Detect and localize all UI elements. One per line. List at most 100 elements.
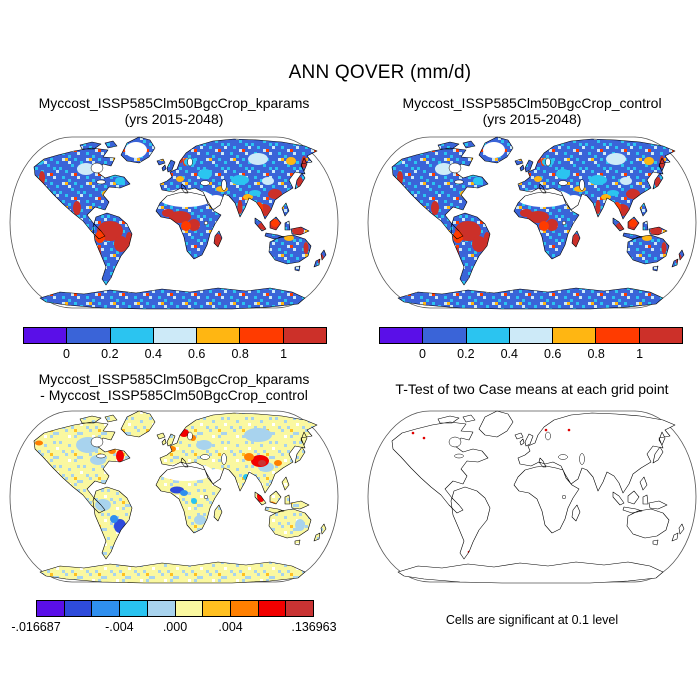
colorbar-cell: [36, 600, 65, 617]
colorbar-tick-label: 0.6: [188, 347, 206, 361]
field-patch: [169, 211, 191, 223]
field-patch: [244, 428, 272, 442]
colorbar-cell: [257, 600, 287, 617]
colorbar-tick-label: 0: [62, 347, 70, 361]
colorbar-tick-label: 0.2: [101, 347, 119, 361]
colorbar-cell: [282, 327, 327, 344]
field-patch: [295, 519, 305, 531]
colorbar-tick-label: 0.4: [144, 347, 162, 361]
field-patch: [472, 236, 486, 252]
colorbar-tick-label: -.004: [105, 620, 134, 634]
field-patch: [483, 142, 505, 158]
colorbar-tick-label: .000: [162, 620, 188, 634]
colorbar-cell: [66, 327, 111, 344]
field-patch: [125, 142, 147, 158]
panel-title-top-right-line2: (yrs 2015-2048): [482, 111, 582, 127]
land-fill: [34, 411, 326, 583]
colorbar-cell: [595, 327, 640, 344]
colorbar-cells: [23, 327, 327, 344]
colorbar-tick-label: 0.4: [500, 347, 518, 361]
colorbar-cell: [91, 600, 121, 617]
colorbar-tick-label: 0.8: [587, 347, 605, 361]
field-patch: [244, 453, 254, 461]
field-patch: [196, 440, 212, 450]
field-patch: [595, 200, 601, 214]
field-patch: [159, 189, 213, 207]
field-patch: [471, 436, 475, 440]
field-patch: [284, 235, 294, 241]
field-patch: [661, 242, 667, 254]
ttest-caption: Cells are significant at 0.1 level: [445, 613, 619, 627]
field-patch: [162, 209, 174, 217]
map-top-left-kparams: [9, 136, 339, 310]
colorbar-cells: [36, 600, 315, 617]
map-top-right-control: [367, 136, 697, 310]
field-patch: [248, 153, 268, 165]
map-bottom-left-difference: [9, 410, 339, 584]
colorbar-tick-label: 1: [280, 347, 288, 361]
field-patch: [180, 490, 188, 496]
field-patch: [237, 200, 243, 214]
colorbar-difference: -.016687 -.004 .000 .004 .136963: [11, 600, 337, 634]
map-ttest-outline: [367, 410, 697, 584]
field-patch: [565, 195, 583, 209]
colorbar-cells: [379, 327, 683, 344]
field-patch: [544, 428, 548, 432]
field-patch: [301, 156, 307, 168]
field-patch: [422, 436, 426, 440]
field-patch: [642, 235, 652, 241]
colorbar-cell: [202, 600, 231, 617]
panel-title-ttest: T-Test of two Case means at each grid po…: [395, 381, 669, 397]
colorbar-cell: [109, 327, 154, 344]
panel-title-bottom-left: Myccost_ISSP585Clm50BgcCrop_kparams - My…: [4, 371, 344, 403]
field-patch: [435, 163, 453, 175]
colorbar-cell: [23, 327, 68, 344]
field-patch: [677, 536, 681, 540]
field-patch: [178, 427, 182, 433]
panel-title-bottom-left-line2: - Myccost_ISSP585Clm50BgcCrop_control: [40, 387, 308, 403]
field-patch: [159, 463, 213, 481]
panel-title-top-right: Myccost_ISSP585Clm50BgcCrop_control (yrs…: [362, 95, 700, 127]
panel-title-top-left-line1: Myccost_ISSP585Clm50BgcCrop_kparams: [38, 95, 310, 111]
field-patch: [517, 189, 571, 207]
colorbar-tick-label: 0.2: [457, 347, 475, 361]
colorbar-tick-label: 1: [636, 347, 644, 361]
colorbar-tick-label: .004: [218, 620, 243, 634]
field-patch: [181, 221, 191, 231]
field-patch: [659, 156, 665, 168]
field-patch: [286, 157, 296, 165]
field-patch: [95, 499, 111, 511]
field-patch: [73, 201, 81, 215]
field-patch: [274, 460, 282, 466]
field-patch: [539, 221, 549, 231]
colorbar-cell: [119, 600, 148, 617]
field-patch: [97, 546, 103, 556]
field-patch: [255, 202, 263, 214]
field-patch: [411, 431, 415, 435]
field-patch: [613, 202, 621, 214]
field-patch: [303, 242, 309, 254]
colorbar-cell: [508, 327, 554, 344]
field-patch: [110, 515, 118, 523]
field-patch: [629, 219, 637, 227]
colorbar-cell: [379, 327, 424, 344]
figure-title: ANN QOVER (mm/d): [288, 62, 472, 83]
field-patch: [194, 515, 206, 525]
colorbar-cell: [239, 327, 284, 344]
field-patch: [39, 171, 45, 185]
field-patch: [249, 190, 261, 196]
field-patch: [262, 177, 274, 185]
panel-title-top-left-line2: (yrs 2015-2048): [124, 111, 224, 127]
field-patch: [114, 236, 128, 252]
field-patch: [271, 219, 279, 227]
colorbar-cell: [285, 600, 315, 617]
colorbar-cell: [63, 600, 93, 617]
colorbar-cell: [638, 327, 683, 344]
field-patch: [626, 189, 640, 199]
colorbar-cell: [152, 327, 198, 344]
field-patch: [644, 157, 654, 165]
field-patch: [115, 177, 125, 185]
field-patch: [546, 219, 558, 231]
colorbar-top-right: 0 0.2 0.4 0.6 0.8 1: [379, 327, 683, 361]
